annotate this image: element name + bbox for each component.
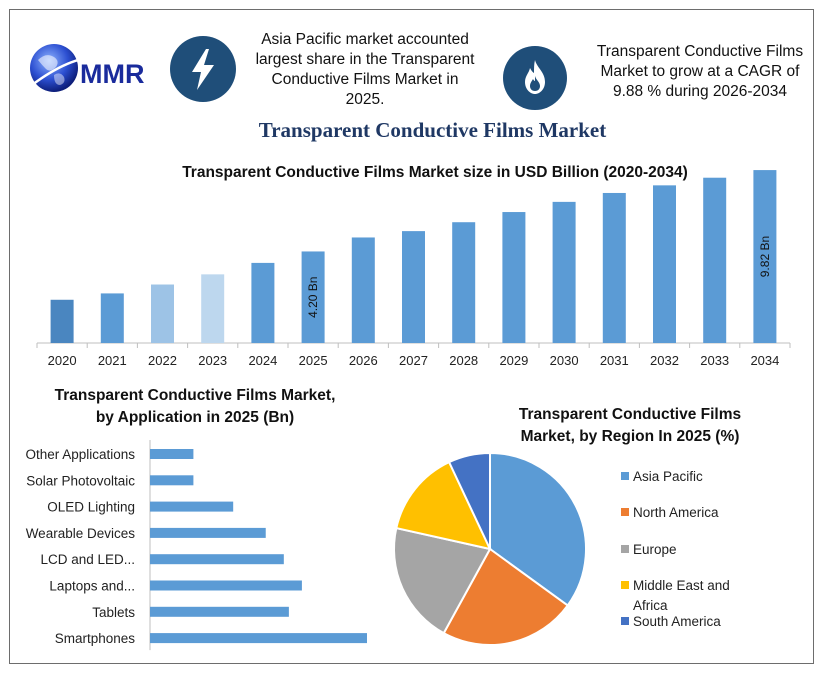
legend-swatch: [621, 545, 629, 553]
x-tick-label: 2034: [750, 353, 779, 368]
application-label: Tablets: [92, 605, 135, 620]
legend-label: Middle East and: [633, 578, 730, 593]
legend-swatch: [621, 508, 629, 516]
cagr-message: Transparent Conductive Films Market to g…: [582, 42, 818, 102]
bar-2022: [151, 284, 174, 343]
flame-badge: [503, 46, 567, 110]
x-tick-label: 2025: [299, 353, 328, 368]
x-tick-label: 2022: [148, 353, 177, 368]
pie-slice-north-america: [442, 547, 570, 646]
bar-2024: [251, 262, 275, 343]
x-tick-label: 2024: [248, 353, 277, 368]
x-tick-label: 2020: [48, 353, 77, 368]
bar-2023: [201, 274, 225, 343]
market-size-chart-title: Transparent Conductive Films Market size…: [182, 164, 688, 181]
application-label: Solar Photovoltaic: [26, 473, 135, 488]
right-message-line: Market to grow at a CAGR of: [600, 63, 800, 80]
pie-slice-south-america: [447, 451, 491, 550]
application-bar: [150, 633, 367, 644]
bar-2034: [753, 170, 777, 343]
right-message-line: 9.88 % during 2026-2034: [612, 83, 788, 100]
application-title-line: by Application in 2025 (Bn): [95, 409, 295, 426]
lightning-badge: [170, 36, 236, 102]
legend-label: North America: [633, 505, 719, 520]
x-tick-label: 2021: [98, 353, 127, 368]
logo-text: MMR: [80, 59, 144, 89]
legend-label: Europe: [633, 542, 677, 557]
application-bar: [150, 449, 194, 459]
application-label: Laptops and...: [49, 579, 135, 594]
left-message-line: Asia Pacific market accounted: [261, 31, 469, 48]
legend-swatch: [621, 617, 629, 625]
pie-slice-europe: [393, 526, 492, 635]
application-label: Smartphones: [55, 631, 136, 646]
region-title-line: Transparent Conductive Films: [518, 406, 742, 423]
application-bar: [150, 554, 284, 565]
legend-label: Africa: [633, 598, 668, 613]
application-label: Wearable Devices: [26, 526, 136, 541]
bar-2027: [402, 231, 425, 343]
mmr-logo: MMR: [30, 44, 144, 92]
pie-slice-asia-pacific: [489, 451, 587, 607]
bar-2025: [301, 251, 325, 343]
region-title-line: Market, by Region In 2025 (%): [520, 428, 740, 445]
bar-2030: [552, 201, 576, 343]
left-message-line: largest share in the Transparent: [255, 51, 475, 68]
application-label: OLED Lighting: [47, 500, 135, 515]
application-label: Other Applications: [25, 447, 135, 462]
legend-swatch: [621, 472, 629, 480]
x-tick-label: 2023: [198, 353, 227, 368]
x-tick-label: 2029: [499, 353, 528, 368]
application-bar: [150, 606, 289, 617]
x-tick-label: 2030: [550, 353, 579, 368]
bar-2026: [351, 237, 375, 343]
bar-2021: [100, 293, 124, 343]
x-tick-label: 2027: [399, 353, 428, 368]
legend-label: Asia Pacific: [633, 469, 703, 484]
region-chart-title: Transparent Conductive Films Market, by …: [480, 404, 780, 448]
flame-icon: [525, 60, 545, 94]
application-bar: [150, 475, 194, 486]
data-label-2025: 4.20 Bn: [306, 277, 320, 318]
x-tick-label: 2033: [700, 353, 729, 368]
x-tick-label: 2026: [349, 353, 378, 368]
left-message-line: Conductive Films Market in: [271, 71, 459, 88]
application-bar: [150, 527, 266, 538]
application-label: LCD and LED...: [40, 552, 135, 567]
page-title: Transparent Conductive Films Market: [258, 118, 607, 142]
application-title-line: Transparent Conductive Films Market,: [54, 387, 336, 404]
pie-slice-middle-east-and-africa: [395, 460, 492, 551]
x-tick-label: 2031: [600, 353, 629, 368]
application-chart-title: Transparent Conductive Films Market, by …: [20, 385, 370, 429]
bar-2028: [452, 222, 476, 343]
application-bar: [150, 580, 302, 591]
bar-2020: [50, 299, 74, 343]
infographic-frame: [9, 9, 814, 664]
bar-2031: [602, 192, 626, 343]
bar-2033: [703, 177, 727, 343]
bar-2029: [502, 212, 526, 343]
left-message-line: 2025.: [345, 91, 385, 108]
x-tick-label: 2032: [650, 353, 679, 368]
asia-pacific-message: Asia Pacific market accounted largest sh…: [245, 30, 485, 110]
legend-label: South America: [633, 614, 721, 629]
x-tick-label: 2028: [449, 353, 478, 368]
application-bar: [150, 501, 234, 512]
right-message-line: Transparent Conductive Films: [596, 43, 804, 60]
lightning-icon: [192, 49, 214, 90]
legend-swatch: [621, 581, 629, 589]
bar-2032: [653, 185, 676, 343]
data-label-2034: 9.82 Bn: [758, 236, 772, 277]
